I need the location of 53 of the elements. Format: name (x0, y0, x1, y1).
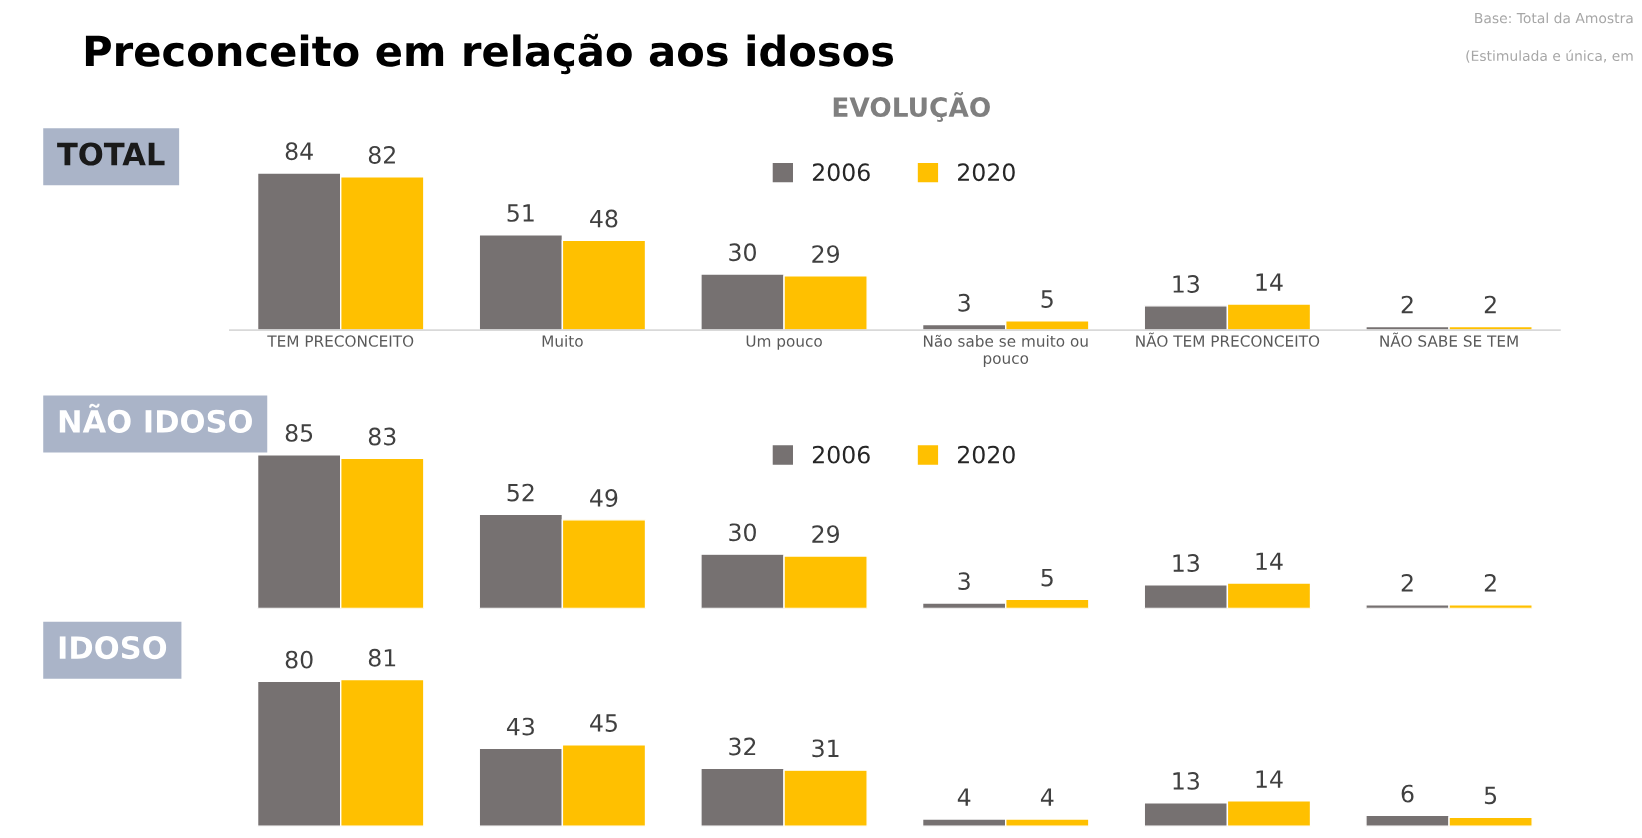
data-label: 80 (285, 650, 313, 669)
legend-label: 2020 (958, 163, 1015, 182)
chart-subtitle: EVOLUÇÃO (833, 92, 990, 122)
data-label: 5 (1041, 290, 1053, 308)
y-axis-title: NÃO IDOSO (59, 403, 252, 433)
data-label: 3 (958, 572, 970, 591)
x-tick-label: Não sabe se muito ou pouco (923, 334, 1088, 367)
chart-title: Preconceito em relação aos idosos (85, 33, 894, 75)
data-label: 49 (590, 489, 618, 507)
text: (Estimulada e única, em (1466, 49, 1633, 63)
legend-label: 2006 (812, 445, 870, 464)
data-label: 5 (1484, 786, 1497, 805)
data-label: 2 (1401, 295, 1413, 314)
data-label: 2 (1484, 574, 1496, 592)
data-label: 45 (590, 714, 617, 732)
data-label: 30 (729, 243, 756, 262)
data-label: 14 (1256, 770, 1283, 788)
data-label: 29 (812, 525, 839, 544)
data-label: 84 (285, 142, 313, 161)
legend-label: 2020 (958, 445, 1015, 464)
x-tick-label: NÃO TEM PRECONCEITO (1136, 332, 1320, 347)
data-label: 13 (1173, 554, 1199, 572)
data-label: 43 (506, 717, 534, 736)
data-label: 85 (285, 423, 313, 442)
x-tick-label: TEM PRECONCEITO (267, 335, 414, 347)
x-tick-label: Muito (542, 335, 583, 347)
data-label: 4 (1040, 788, 1054, 806)
data-label: 31 (812, 739, 839, 758)
y-axis-title: IDOSO (59, 636, 167, 660)
x-tick-label: Um pouco (746, 335, 822, 350)
x-tick-label: NÃO SABE SE TEM (1380, 332, 1518, 347)
data-label: 81 (368, 648, 396, 667)
data-label: 3 (958, 293, 970, 312)
data-label: 14 (1256, 552, 1283, 570)
data-label: 51 (507, 204, 534, 222)
data-label: 48 (590, 209, 618, 228)
data-label: 29 (812, 245, 839, 264)
data-label: 13 (1173, 771, 1199, 790)
data-label: 82 (368, 146, 395, 164)
data-label: 30 (729, 523, 756, 542)
y-axis-title: TOTAL (57, 142, 165, 166)
data-label: 2 (1484, 295, 1496, 314)
data-label: 4 (957, 788, 971, 806)
data-label: 14 (1256, 273, 1283, 291)
data-label: 32 (729, 737, 756, 756)
data-label: 6 (1401, 784, 1414, 803)
data-label: 52 (507, 483, 534, 502)
data-label: 2 (1401, 574, 1413, 592)
data-label: 5 (1041, 568, 1053, 587)
data-label: 83 (368, 427, 396, 446)
data-label: 13 (1173, 275, 1199, 293)
legend-label: 2006 (812, 163, 870, 182)
text: Base: Total da Amostra (1475, 12, 1633, 24)
